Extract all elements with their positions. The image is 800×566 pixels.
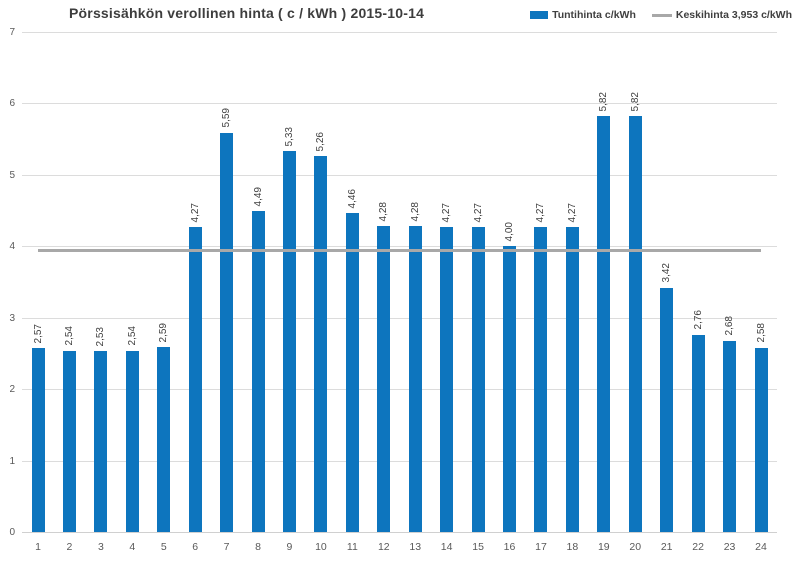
y-axis-label: 5 (9, 169, 15, 181)
bar-value-label: 2,54 (126, 326, 138, 346)
x-axis-label: 14 (440, 541, 453, 553)
bar-value-label: 4,27 (566, 202, 578, 222)
x-axis-label: 21 (660, 541, 673, 553)
x-axis-label: 15 (472, 541, 484, 553)
x-axis-label: 5 (160, 541, 167, 553)
bar-value-label: 2,76 (692, 310, 704, 330)
bar (125, 350, 139, 532)
bar (597, 116, 611, 532)
bar-value-label: 5,82 (629, 91, 641, 112)
bar (314, 156, 328, 532)
y-axis-label: 2 (9, 384, 15, 396)
bar (282, 151, 296, 532)
y-axis-label: 1 (9, 455, 15, 467)
x-axis-label: 4 (129, 541, 136, 553)
gridline-y3 (22, 317, 777, 319)
gridline-y0 (22, 532, 777, 533)
average-line (38, 249, 761, 253)
bar-value-label: 4,27 (189, 202, 201, 222)
bar (503, 246, 517, 532)
gridline-y5 (22, 174, 777, 176)
bar (440, 227, 454, 532)
bar-value-label: 5,82 (598, 91, 610, 112)
bar (251, 211, 265, 532)
bar (565, 227, 579, 532)
bar-value-label: 2,53 (95, 326, 107, 347)
gridline-y1 (22, 460, 777, 462)
y-axis-label: 3 (9, 312, 15, 324)
x-axis-label: 24 (755, 541, 767, 553)
legend-item-keskihinta: Keskihinta 3,953 c/kWh (651, 9, 792, 21)
bar (534, 227, 548, 532)
bar-value-label: 4,49 (252, 186, 264, 207)
bar (345, 213, 359, 532)
bar (62, 350, 76, 532)
legend-item-label: Tuntihinta c/kWh (552, 9, 636, 21)
x-axis-label: 10 (315, 541, 327, 553)
chart-title: Pörssisähkön verollinen hinta ( c / kWh … (69, 5, 425, 21)
x-axis-label: 6 (192, 541, 199, 553)
x-axis-label: 17 (535, 541, 547, 553)
gridline-y6 (22, 103, 777, 105)
x-axis-label: 2 (66, 541, 73, 553)
bar-value-label: 5,59 (221, 108, 233, 128)
bar (471, 227, 485, 532)
gridline-y4 (22, 246, 777, 248)
bar (408, 226, 422, 532)
x-axis-label: 22 (692, 541, 704, 553)
bar (220, 132, 234, 532)
x-axis-label: 20 (629, 541, 642, 553)
x-axis-label: 7 (223, 541, 230, 553)
legend-item-tuntihinta: Tuntihinta c/kWh (530, 9, 636, 21)
bar-value-label: 4,28 (378, 201, 390, 222)
legend-bar-swatch-icon (530, 11, 549, 19)
x-axis-label: 8 (255, 541, 261, 553)
bar-value-label: 4,27 (441, 202, 453, 222)
bar-value-label: 2,58 (755, 323, 767, 343)
bar-value-label: 5,33 (283, 126, 295, 147)
gridline-y2 (22, 389, 777, 391)
x-axis-label: 1 (35, 541, 41, 553)
x-axis-label: 23 (723, 541, 736, 553)
bar-value-label: 5,26 (315, 131, 327, 152)
x-axis-label: 12 (377, 541, 390, 553)
x-axis-label: 16 (503, 541, 516, 553)
x-axis-label: 18 (566, 541, 579, 553)
bar (691, 334, 705, 532)
gridline-y7 (22, 32, 777, 33)
x-axis-label: 9 (286, 541, 293, 553)
bar-value-label: 2,59 (158, 322, 170, 342)
x-axis-label: 3 (97, 541, 104, 553)
x-axis-label: 13 (409, 541, 422, 553)
bar-value-label: 3,42 (661, 263, 673, 283)
bar (628, 116, 642, 532)
bar (157, 347, 171, 532)
bar (660, 287, 674, 532)
bar-value-label: 4,00 (504, 221, 516, 242)
bar-value-label: 4,46 (346, 188, 358, 209)
bar (94, 351, 108, 532)
bar-value-label: 4,27 (535, 202, 547, 222)
legend: Tuntihinta c/kWh Keskihinta 3,953 c/kWh (530, 9, 792, 21)
bar-value-label: 4,27 (472, 202, 484, 222)
x-axis-label: 19 (597, 541, 610, 553)
legend-item-label: Keskihinta 3,953 c/kWh (675, 9, 792, 21)
bar-value-label: 2,68 (724, 316, 736, 336)
bar-value-label: 2,54 (63, 326, 75, 346)
y-axis-label: 7 (9, 27, 15, 38)
bar (754, 347, 768, 532)
y-axis-label: 6 (9, 98, 15, 110)
y-axis-label: 4 (9, 241, 15, 253)
bar (723, 340, 737, 532)
plot-area: 0 1 2 3 4 5 6 7 2,57 1 2,54 2 2,53 3 2,54 4 2,59 5 4,27 6 5,… (9, 27, 777, 553)
bar (31, 348, 45, 532)
legend-line-swatch-icon (651, 13, 672, 17)
x-axis-label: 11 (346, 541, 358, 553)
bar-value-label: 4,28 (409, 201, 421, 222)
y-axis-label: 0 (9, 527, 15, 538)
bar (377, 226, 391, 532)
bar (188, 227, 202, 532)
bar-value-label: 2,57 (32, 323, 44, 344)
